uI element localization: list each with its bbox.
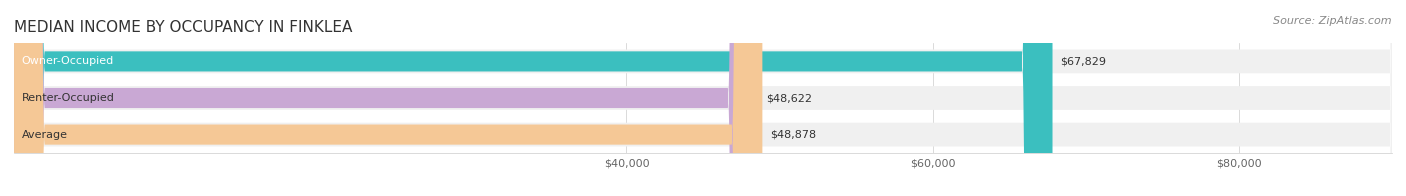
FancyBboxPatch shape bbox=[14, 0, 762, 196]
Text: $48,622: $48,622 bbox=[766, 93, 813, 103]
FancyBboxPatch shape bbox=[14, 0, 1392, 196]
FancyBboxPatch shape bbox=[14, 0, 758, 196]
Text: Average: Average bbox=[21, 130, 67, 140]
Text: $67,829: $67,829 bbox=[1060, 56, 1107, 66]
Text: Renter-Occupied: Renter-Occupied bbox=[21, 93, 115, 103]
Text: Source: ZipAtlas.com: Source: ZipAtlas.com bbox=[1274, 16, 1392, 26]
Text: MEDIAN INCOME BY OCCUPANCY IN FINKLEA: MEDIAN INCOME BY OCCUPANCY IN FINKLEA bbox=[14, 20, 353, 35]
FancyBboxPatch shape bbox=[14, 0, 1053, 196]
FancyBboxPatch shape bbox=[14, 0, 1392, 196]
FancyBboxPatch shape bbox=[14, 0, 1392, 196]
Text: Owner-Occupied: Owner-Occupied bbox=[21, 56, 114, 66]
Text: $48,878: $48,878 bbox=[770, 130, 815, 140]
